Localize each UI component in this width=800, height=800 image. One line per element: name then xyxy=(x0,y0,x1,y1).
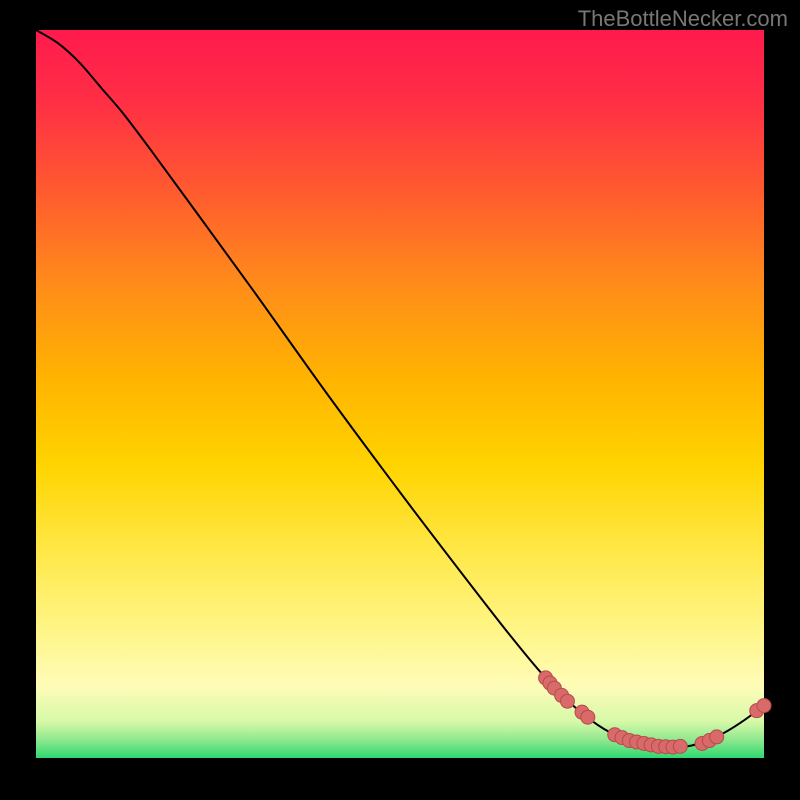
data-marker xyxy=(757,699,771,713)
chart-stage: TheBottleNecker.com xyxy=(0,0,800,800)
data-marker xyxy=(673,739,687,753)
data-marker xyxy=(581,710,595,724)
plot-background xyxy=(36,30,764,758)
bottleneck-curve-chart xyxy=(0,0,800,800)
data-marker xyxy=(710,730,724,744)
data-marker xyxy=(560,694,574,708)
watermark-text: TheBottleNecker.com xyxy=(578,6,788,32)
